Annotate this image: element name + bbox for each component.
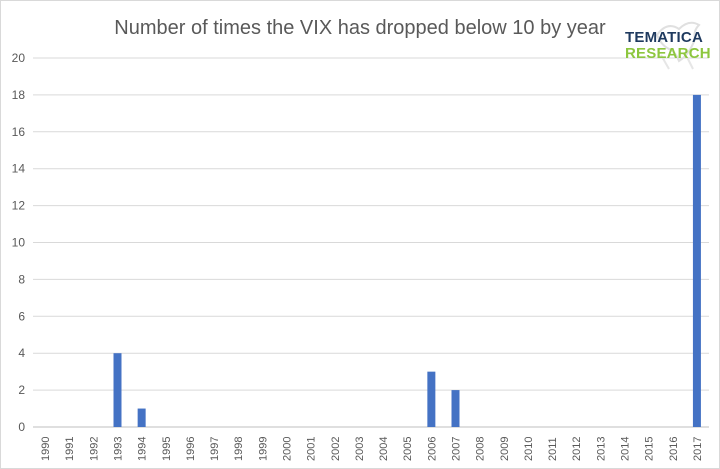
company-logo: TEMATICA RESEARCH [619,15,711,71]
x-tick-label: 1995 [161,437,173,461]
x-tick-label: 2002 [330,437,342,461]
x-tick-label: 2000 [282,437,294,461]
x-tick-label: 1998 [233,437,245,461]
x-tick-label: 1997 [209,437,221,461]
x-tick-label: 2015 [644,437,656,461]
bar-2006 [427,371,436,427]
x-tick-label: 2005 [402,437,414,461]
x-tick-label: 2009 [499,437,511,461]
x-tick-label: 2008 [475,437,487,461]
y-tick-label: 4 [18,346,25,360]
y-tick-label: 2 [18,383,25,397]
x-tick-label: 2004 [378,437,390,461]
bar-2007 [451,390,460,427]
x-tick-label: 2001 [306,437,318,461]
x-tick-label: 2007 [451,437,463,461]
x-tick-label: 1994 [137,437,149,461]
x-tick-label: 2014 [620,437,632,461]
x-tick-label: 1993 [113,437,125,461]
x-tick-label: 1992 [88,437,100,461]
y-tick-label: 20 [12,51,26,65]
y-tick-label: 6 [18,309,25,323]
x-tick-label: 2011 [547,437,559,461]
x-tick-label: 1991 [64,437,76,461]
x-tick-label: 1990 [40,437,52,461]
y-tick-label: 8 [18,272,25,286]
y-tick-label: 16 [12,125,26,139]
x-tick-label: 2013 [595,437,607,461]
y-tick-label: 14 [12,162,26,176]
logo-text-tematica: TEMATICA [625,29,703,46]
y-tick-label: 18 [12,88,26,102]
y-tick-label: 0 [18,420,25,434]
x-tick-label: 2006 [426,437,438,461]
x-tick-label: 2010 [523,437,535,461]
x-tick-label: 2003 [354,437,366,461]
y-tick-label: 10 [12,236,26,250]
bull-logo-icon [655,21,701,70]
x-tick-label: 2016 [668,437,680,461]
x-tick-label: 2017 [692,437,704,461]
bar-1994 [137,408,146,427]
x-tick-label: 2012 [571,437,583,461]
bar-2017 [692,94,701,428]
y-tick-label: 12 [12,199,26,213]
logo-text-research: RESEARCH [625,45,711,62]
chart-title: Number of times the VIX has dropped belo… [114,17,606,39]
bar-1993 [113,353,122,427]
x-tick-label: 1999 [257,437,269,461]
x-tick-label: 1996 [185,437,197,461]
